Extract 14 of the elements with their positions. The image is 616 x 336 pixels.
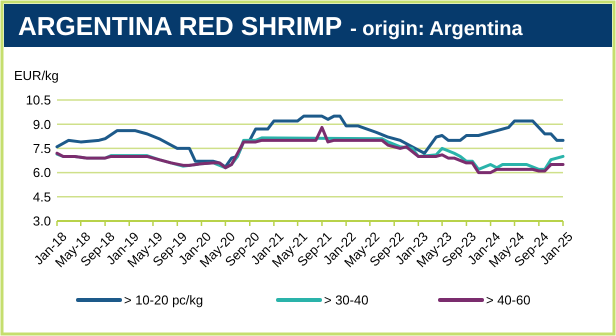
y-tick-label: 4.5 bbox=[32, 189, 51, 204]
legend-label: > 30-40 bbox=[324, 292, 368, 308]
legend-label: > 10-20 pc/kg bbox=[124, 292, 204, 308]
y-tick-label: 6.0 bbox=[32, 165, 51, 180]
y-axis-title: EUR/kg bbox=[14, 68, 59, 83]
y-tick-label: 7.5 bbox=[32, 140, 51, 156]
chart-subtitle: - origin: Argentina bbox=[350, 18, 524, 40]
y-tick-label: 10.5 bbox=[26, 92, 51, 108]
legend-label: > 40-60 bbox=[486, 292, 530, 308]
line-series bbox=[56, 126, 564, 174]
chart-title: ARGENTINA RED SHRIMP bbox=[18, 11, 342, 41]
y-tick-label: 3.0 bbox=[32, 214, 51, 229]
line-series bbox=[56, 114, 564, 168]
y-tick-label: 9.0 bbox=[32, 116, 51, 132]
